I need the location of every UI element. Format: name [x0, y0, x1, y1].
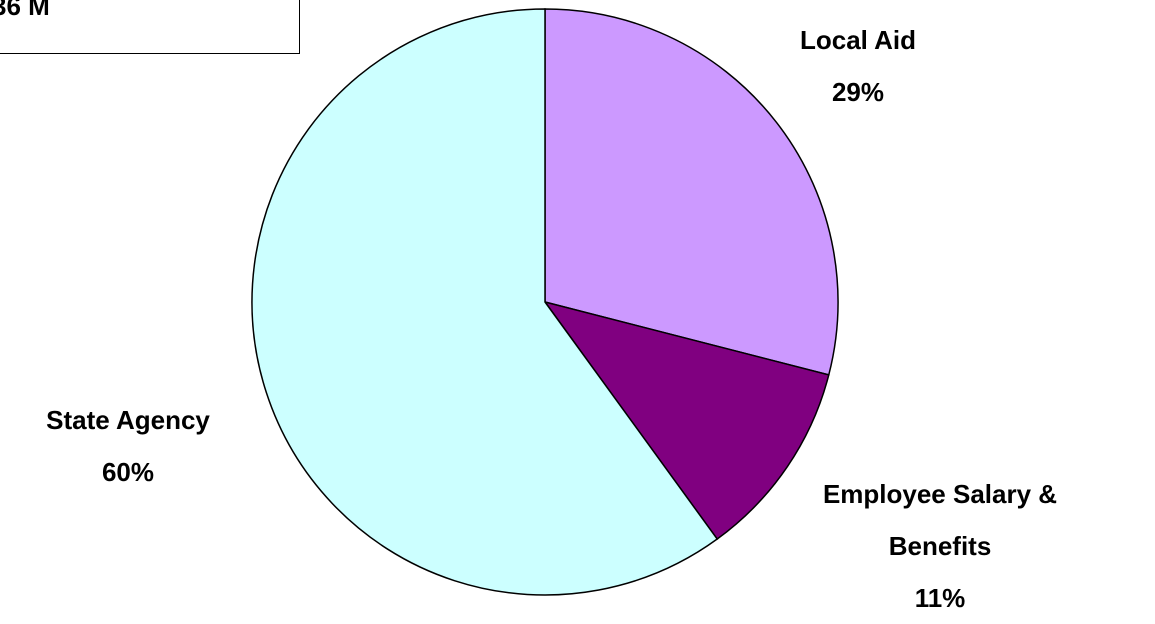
slice-label: Local Aid 29% [738, 14, 978, 118]
value-label: 60% [101, 457, 155, 487]
category-label: Employee Salary & Benefits [822, 479, 1058, 561]
page: 36 M Local Aid 29% Employee Salary & Benef… [0, 0, 1058, 613]
annotation-box [0, 0, 300, 54]
slice-label: State Agency 60% [0, 394, 256, 498]
value-label: 11% [914, 583, 966, 613]
pie-slice [543, 300, 830, 541]
category-label: Local Aid [799, 25, 917, 55]
pie-slice [251, 8, 719, 596]
annotation: 36 M [0, 0, 50, 21]
chart [251, 8, 839, 596]
category-label: State Agency [46, 405, 210, 435]
pie-slice [544, 8, 839, 376]
value-label: 29% [831, 77, 885, 107]
